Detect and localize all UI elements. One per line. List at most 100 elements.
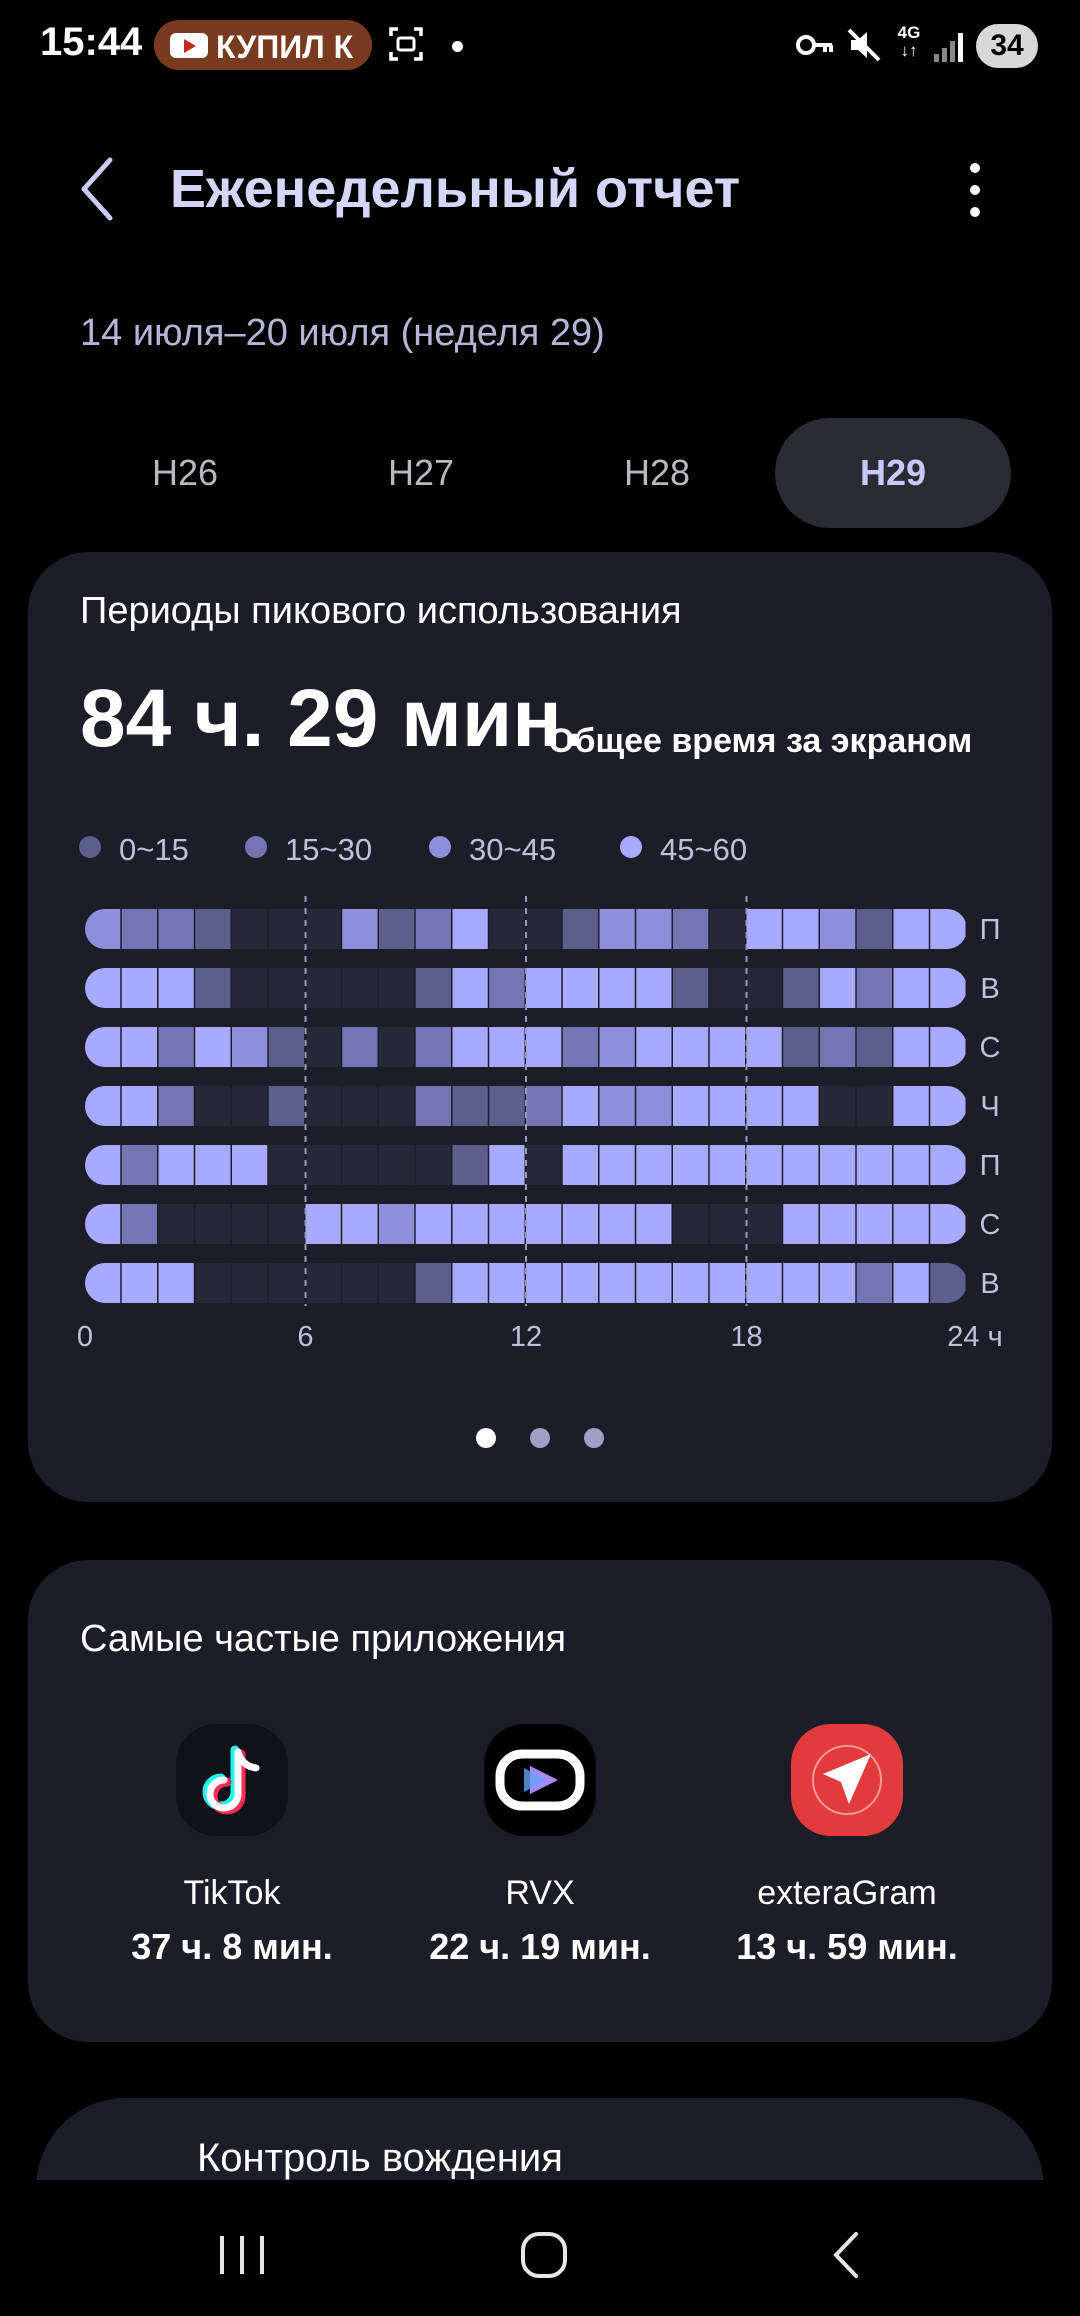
heatmap-cell — [636, 1263, 672, 1303]
heatmap-cell — [268, 909, 304, 949]
heatmap-cell — [379, 1204, 415, 1244]
heatmap-cell — [856, 1204, 892, 1244]
heatmap-cell — [562, 1086, 598, 1126]
heatmap-cell — [856, 1145, 892, 1185]
heatmap-cell — [673, 968, 709, 1008]
heatmap-cell — [562, 968, 598, 1008]
heatmap-cell — [415, 1027, 451, 1067]
heatmap-cell — [893, 968, 929, 1008]
heatmap-cell — [562, 1027, 598, 1067]
driving-control-label: Контроль вождения — [197, 2136, 563, 2180]
heatmap-cell — [158, 1204, 194, 1244]
heatmap-cell — [489, 909, 525, 949]
pager-dot-1[interactable] — [476, 1428, 496, 1448]
heatmap-cell — [415, 1204, 451, 1244]
heatmap-cell — [930, 1204, 966, 1244]
tiktok-icon[interactable] — [176, 1724, 288, 1836]
heatmap-cell — [85, 968, 121, 1008]
heatmap-cell — [489, 1263, 525, 1303]
heatmap-cell — [783, 909, 819, 949]
heatmap-cell — [673, 1263, 709, 1303]
heatmap-cell — [783, 1145, 819, 1185]
pager-dot-2[interactable] — [530, 1428, 550, 1448]
heatmap-cell — [452, 1204, 488, 1244]
recent-apps-icon[interactable] — [212, 2230, 272, 2280]
heatmap-cell — [856, 1263, 892, 1303]
heatmap-cell — [85, 1204, 121, 1244]
heatmap-cell — [526, 1145, 562, 1185]
heatmap-cell — [746, 1086, 782, 1126]
heatmap-cell — [85, 909, 121, 949]
heatmap-cell — [232, 968, 268, 1008]
heatmap-cell — [526, 1086, 562, 1126]
heatmap-cell — [746, 1204, 782, 1244]
heatmap-cell — [489, 1204, 525, 1244]
heatmap-row-label: В — [980, 1268, 999, 1300]
peak-usage-title: Периоды пикового использования — [80, 590, 682, 632]
tab-week-28[interactable]: Н28 — [623, 452, 691, 493]
heatmap-cell — [783, 968, 819, 1008]
legend-label-45-60: 45~60 — [660, 832, 748, 867]
heatmap-cell — [85, 1027, 121, 1067]
heatmap-cell — [856, 1027, 892, 1067]
heatmap-cell — [820, 909, 856, 949]
tab-week-26[interactable]: Н26 — [151, 452, 219, 493]
heatmap-cell — [121, 1086, 157, 1126]
heatmap-cell — [856, 909, 892, 949]
heatmap-cell — [379, 909, 415, 949]
heatmap-cell — [305, 968, 341, 1008]
heatmap-cell — [709, 1145, 745, 1185]
heatmap-cell — [893, 1145, 929, 1185]
heatmap-cell — [709, 1027, 745, 1067]
heatmap-cell — [158, 1145, 194, 1185]
notification-text: КУПИЛ К — [216, 29, 354, 65]
network-type: 4G ↓↑ — [897, 23, 921, 60]
heatmap-cell — [232, 1204, 268, 1244]
more-options-button[interactable] — [955, 158, 995, 222]
heatmap-cell — [232, 909, 268, 949]
legend-label-30-45: 30~45 — [469, 832, 557, 867]
heatmap-cell — [856, 968, 892, 1008]
heatmap-cell — [379, 968, 415, 1008]
heatmap-cell — [452, 1263, 488, 1303]
heatmap-cell — [195, 1145, 231, 1185]
heatmap-cell — [783, 1204, 819, 1244]
heatmap-cell — [746, 1027, 782, 1067]
rvx-icon[interactable] — [484, 1724, 596, 1836]
heatmap-cell — [195, 1086, 231, 1126]
youtube-notification: КУПИЛ К — [154, 20, 372, 70]
heatmap-cell — [379, 1145, 415, 1185]
heatmap-cell — [232, 1086, 268, 1126]
back-button[interactable] — [70, 152, 130, 226]
heatmap-cell — [856, 1086, 892, 1126]
pager-dot-3[interactable] — [584, 1428, 604, 1448]
heatmap-cell — [158, 968, 194, 1008]
back-nav-icon[interactable] — [816, 2230, 876, 2280]
exteragram-icon[interactable] — [791, 1724, 903, 1836]
heatmap-cell — [783, 1027, 819, 1067]
heatmap-row — [85, 909, 966, 949]
home-icon[interactable] — [514, 2230, 574, 2280]
heatmap-cell — [415, 1086, 451, 1126]
heatmap-cell — [452, 1145, 488, 1185]
heatmap-cell — [599, 909, 635, 949]
tab-week-27[interactable]: Н27 — [387, 452, 455, 493]
tab-week-29[interactable]: Н29 — [775, 418, 1011, 528]
heatmap-cell — [820, 1086, 856, 1126]
app-name-rvx: RVX — [505, 1874, 575, 1912]
heatmap-cell — [746, 1145, 782, 1185]
heatmap-cell — [562, 909, 598, 949]
heatmap-cell — [342, 968, 378, 1008]
heatmap-cell — [489, 968, 525, 1008]
heatmap-cell — [820, 1145, 856, 1185]
heatmap-row-label: С — [980, 1032, 1001, 1064]
status-bar: 15:44 КУПИЛ К 4G ↓↑ 34 — [0, 0, 1080, 95]
app-time-exteragram: 13 ч. 59 мин. — [736, 1926, 958, 1967]
heatmap-cell — [489, 1027, 525, 1067]
heatmap-cell — [893, 1204, 929, 1244]
heatmap-cell — [268, 968, 304, 1008]
heatmap-cell — [85, 1086, 121, 1126]
heatmap-cell — [489, 1145, 525, 1185]
heatmap-row — [85, 968, 966, 1008]
